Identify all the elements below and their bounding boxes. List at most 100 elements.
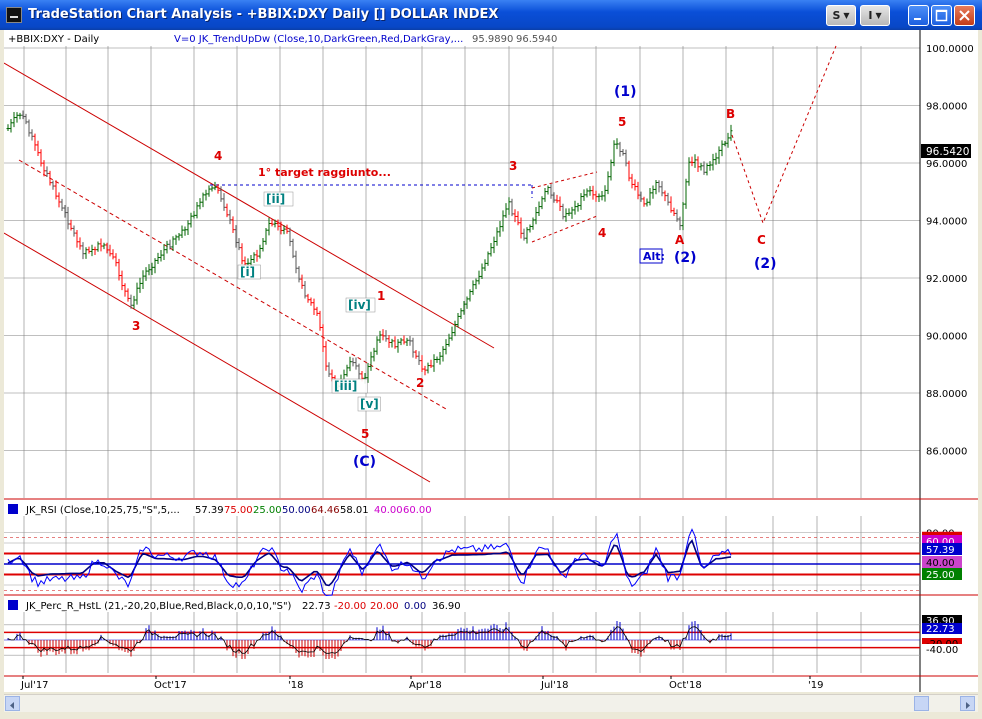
horizontal-scrollbar[interactable] — [4, 694, 978, 712]
price-tick-label: 94.0000 — [926, 217, 967, 228]
perc-r-v5: 36.90 — [432, 601, 461, 612]
rsi-scale-tag — [922, 543, 962, 555]
x-axis-label: '19 — [808, 680, 823, 691]
wave-label-box — [237, 264, 261, 280]
arrow-left-icon — [10, 702, 14, 709]
wave-label-box — [331, 378, 368, 394]
indicator-header: V=0 JK_TrendUpDw (Close,10,DarkGreen,Red… — [174, 34, 463, 45]
scroll-left-button[interactable] — [5, 696, 20, 711]
wave-label: (C) — [353, 454, 376, 470]
perc-r-scale-tag — [922, 638, 962, 649]
grid-lines — [4, 30, 978, 692]
wave-label: C — [757, 233, 766, 247]
maximize-button[interactable] — [931, 5, 952, 26]
last-price: 96.5420 — [926, 146, 969, 158]
perc-r-swatch — [8, 600, 18, 610]
perc-r-upper: 20.00 — [370, 601, 399, 612]
s-button-label: S — [832, 9, 841, 22]
wave-label: [ii] — [266, 192, 285, 206]
price-tick-label: 100.0000 — [926, 44, 974, 55]
symbol-label: +BBIX:DXY - Daily — [8, 34, 99, 45]
channel-upper — [4, 62, 495, 349]
wave-label: (2) — [754, 256, 777, 272]
perc-r-lower: -20.00 — [334, 601, 366, 612]
i-menu-button[interactable]: I ▼ — [860, 5, 890, 26]
i-button-label: I — [868, 9, 873, 22]
wave-label-box — [345, 297, 376, 313]
perc-r-line — [7, 626, 732, 654]
wave-label: (2) — [674, 250, 697, 266]
wave-label: (1) — [614, 84, 637, 100]
wave-label: 3 — [509, 159, 517, 173]
price-tick-label: 90.0000 — [926, 332, 967, 343]
alt-box — [639, 248, 663, 264]
rsi-scale-tag-label: 57.39 — [926, 545, 955, 556]
arrow-right-icon — [966, 702, 970, 709]
wave-label: 5 — [618, 115, 626, 129]
price-bars — [6, 110, 733, 393]
s-menu-button[interactable]: S ▼ — [826, 5, 856, 26]
scroll-thumb[interactable] — [914, 696, 929, 711]
wave-label: B — [726, 107, 735, 121]
rsi-v8: 60.00 — [403, 505, 432, 516]
header-value-1: 95.9890 — [472, 34, 513, 45]
triangle-dashed — [531, 171, 598, 243]
wave-label: [iv] — [348, 298, 371, 312]
price-tick-label: 86.0000 — [926, 447, 967, 458]
wave-label: [iii] — [334, 379, 357, 393]
axes: 100.0000 98.0000 96.0000 94.0000 92.0000 90.0… — [20, 44, 974, 691]
price-tick-label: 88.0000 — [926, 389, 967, 400]
rsi-title: JK_RSI (Close,10,25,75,"S",5,... — [25, 505, 180, 516]
last-price-tag — [921, 144, 971, 158]
x-axis-label: Jul'17 — [20, 680, 49, 691]
close-button[interactable] — [954, 5, 975, 26]
minimize-button[interactable] — [908, 5, 929, 26]
scroll-right-button[interactable] — [960, 696, 975, 711]
dropdown-arrow-icon: ▼ — [875, 11, 882, 20]
wave-label-box — [357, 396, 381, 412]
rsi-scale-tag-label: 25.00 — [926, 570, 955, 581]
rsi-lower: 25.00 — [253, 505, 282, 516]
wave-label: 5 — [361, 427, 369, 441]
chart-area[interactable]: 4 3 [ii] [i] [iv] 1 [iii] [v] 2 5 (C) 3 (1) 5 4 A (2) B C (… — [4, 30, 978, 692]
rsi-scale-tag-label: 40.00 — [926, 558, 955, 569]
header-value-2: 96.5940 — [516, 34, 557, 45]
rsi-line — [7, 528, 732, 597]
wave-label: 4 — [598, 226, 606, 240]
price-tick-label: 92.0000 — [926, 274, 967, 285]
target-annotation: 1° target raggiunto... — [258, 166, 391, 179]
wave-label: [v] — [360, 397, 379, 411]
rsi-average-line — [7, 539, 732, 587]
alt-label: Alt: — [643, 250, 665, 263]
channel-lines — [4, 62, 598, 483]
dropdown-arrow-icon: ▼ — [843, 11, 850, 20]
rsi-v6: 58.01 — [340, 505, 369, 516]
rsi-value: 57.39 — [195, 505, 224, 516]
perc-r-value: 22.73 — [302, 601, 331, 612]
wave-overlays — [731, 45, 837, 225]
wave-label: 2 — [416, 376, 424, 390]
perc-r-scale-tag-label: 36.90 — [926, 616, 955, 627]
channel-lower — [4, 232, 431, 483]
rsi-header: JK_RSI (Close,10,25,75,"S",5,... 57.39 7… — [8, 504, 432, 516]
x-axis-label: Jul'18 — [540, 680, 569, 691]
perc-r-zero: 0.00 — [404, 601, 426, 612]
price-tick-label: 96.0000 — [926, 159, 967, 170]
minimize-icon — [914, 18, 921, 20]
price-chart[interactable]: 4 3 [ii] [i] [iv] 1 [iii][v] 2 5 (C) 3 (1) 5 4 A (2) B C (… — [4, 30, 978, 692]
perc-r-scale-tag — [922, 615, 962, 626]
wave-label: [i] — [240, 265, 255, 279]
projection-path — [731, 45, 837, 225]
perc-r-scale-tag-label: 22.73 — [926, 624, 955, 635]
maximize-icon — [935, 9, 948, 22]
perc-r-scale-tag — [922, 644, 962, 655]
app-icon[interactable] — [6, 7, 22, 23]
window-title: TradeStation Chart Analysis - +BBIX:DXY … — [28, 7, 499, 22]
wave-label: 3 — [132, 319, 140, 333]
perc-r-scale-tag — [922, 623, 962, 634]
rsi-scale-tag — [922, 568, 962, 580]
wave-label-box — [263, 191, 294, 207]
perc-r-scale-tag-label: -40.00 — [926, 645, 958, 656]
